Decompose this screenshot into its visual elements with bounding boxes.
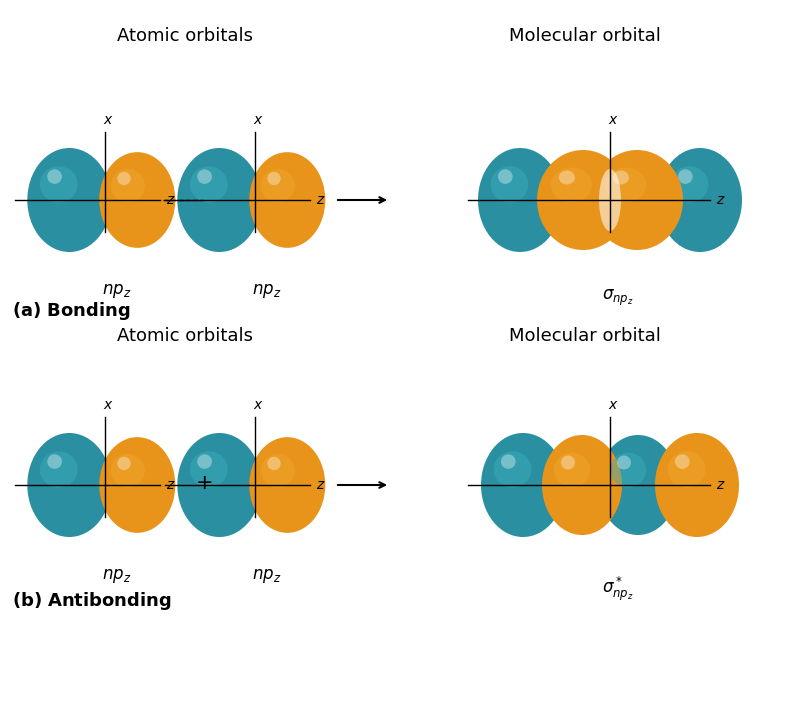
Text: $\sigma^*_{np_z}$: $\sigma^*_{np_z}$ xyxy=(602,575,634,603)
Ellipse shape xyxy=(250,152,326,248)
Ellipse shape xyxy=(40,166,78,202)
Ellipse shape xyxy=(610,453,646,488)
Ellipse shape xyxy=(678,169,693,184)
Text: Atomic orbitals: Atomic orbitals xyxy=(117,27,253,45)
Ellipse shape xyxy=(178,148,262,252)
Ellipse shape xyxy=(261,169,295,202)
Text: $x$: $x$ xyxy=(608,398,618,412)
Text: $np_z$: $np_z$ xyxy=(252,282,282,300)
Ellipse shape xyxy=(178,433,262,537)
Text: Molecular orbital: Molecular orbital xyxy=(509,27,661,45)
Ellipse shape xyxy=(605,167,646,202)
Ellipse shape xyxy=(501,454,516,469)
Text: $z$: $z$ xyxy=(166,193,175,207)
Ellipse shape xyxy=(481,433,565,537)
Ellipse shape xyxy=(267,457,281,470)
Ellipse shape xyxy=(617,455,631,470)
Ellipse shape xyxy=(655,433,739,537)
Text: $z$: $z$ xyxy=(316,193,326,207)
Text: $\sigma_{np_z}$: $\sigma_{np_z}$ xyxy=(602,288,634,308)
Text: $x$: $x$ xyxy=(102,113,114,127)
Ellipse shape xyxy=(110,454,145,488)
Ellipse shape xyxy=(27,433,111,537)
Ellipse shape xyxy=(198,454,212,469)
Ellipse shape xyxy=(591,150,683,250)
Ellipse shape xyxy=(667,451,706,488)
Text: $x$: $x$ xyxy=(608,113,618,127)
Ellipse shape xyxy=(599,169,621,231)
Ellipse shape xyxy=(110,169,145,202)
Ellipse shape xyxy=(494,451,531,488)
Text: $z$: $z$ xyxy=(716,193,726,207)
Ellipse shape xyxy=(498,169,513,184)
Text: $z$: $z$ xyxy=(166,478,175,492)
Ellipse shape xyxy=(561,455,575,470)
Ellipse shape xyxy=(670,166,709,202)
Text: +: + xyxy=(196,473,214,493)
Ellipse shape xyxy=(118,457,130,470)
Text: $\mathbf{(b)\ Antibonding}$: $\mathbf{(b)\ Antibonding}$ xyxy=(12,590,172,612)
Ellipse shape xyxy=(267,172,281,185)
Text: $x$: $x$ xyxy=(102,398,114,412)
Ellipse shape xyxy=(250,437,326,533)
Text: Molecular orbital: Molecular orbital xyxy=(509,327,661,345)
Ellipse shape xyxy=(598,435,678,535)
Ellipse shape xyxy=(675,454,690,469)
Text: Atomic orbitals: Atomic orbitals xyxy=(117,327,253,345)
Text: $x$: $x$ xyxy=(253,398,263,412)
Ellipse shape xyxy=(658,148,742,252)
Text: $\mathbf{(a)\ Bonding}$: $\mathbf{(a)\ Bonding}$ xyxy=(12,300,130,322)
Ellipse shape xyxy=(118,172,130,185)
Text: $z$: $z$ xyxy=(716,478,726,492)
Text: $x$: $x$ xyxy=(253,113,263,127)
Ellipse shape xyxy=(542,435,622,535)
Ellipse shape xyxy=(198,169,212,184)
Ellipse shape xyxy=(537,150,629,250)
Ellipse shape xyxy=(27,148,111,252)
Ellipse shape xyxy=(190,451,228,488)
Text: $z$: $z$ xyxy=(316,478,326,492)
Ellipse shape xyxy=(559,170,575,184)
Text: $np_z$: $np_z$ xyxy=(102,282,132,300)
Ellipse shape xyxy=(190,166,228,202)
Ellipse shape xyxy=(478,148,562,252)
Ellipse shape xyxy=(40,451,78,488)
Ellipse shape xyxy=(613,170,629,184)
Ellipse shape xyxy=(261,454,295,488)
Ellipse shape xyxy=(554,453,590,488)
Text: $np_z$: $np_z$ xyxy=(252,567,282,585)
Ellipse shape xyxy=(490,166,528,202)
Ellipse shape xyxy=(47,169,62,184)
Ellipse shape xyxy=(99,437,175,533)
Text: $np_z$: $np_z$ xyxy=(102,567,132,585)
Ellipse shape xyxy=(99,152,175,248)
Ellipse shape xyxy=(550,167,592,202)
Ellipse shape xyxy=(47,454,62,469)
